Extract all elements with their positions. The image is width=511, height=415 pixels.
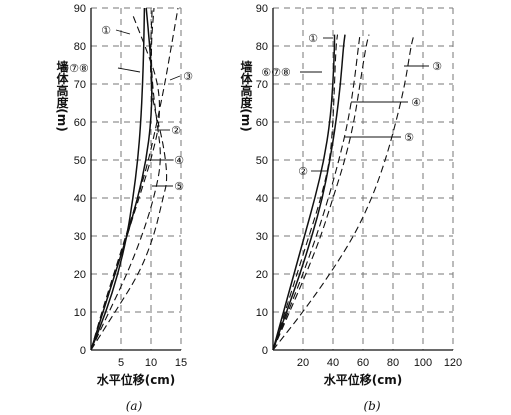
y-tick-label: 20 xyxy=(74,269,86,281)
y-tick-label: 0 xyxy=(80,345,86,357)
series-label: ① xyxy=(308,32,318,45)
y-tick-label: 30 xyxy=(74,231,86,243)
x-tick-label: 120 xyxy=(444,357,462,369)
y-tick-label: 60 xyxy=(74,117,86,129)
series-label: ⑤ xyxy=(404,131,414,144)
series-line xyxy=(272,34,415,351)
series-line xyxy=(90,7,146,351)
y-tick-label: 30 xyxy=(256,231,268,243)
series-line xyxy=(272,34,339,351)
x-axis-label: 水平位移(cm) xyxy=(97,372,176,387)
series-label: ④ xyxy=(411,96,421,109)
series-label: ② xyxy=(171,124,181,137)
series-line xyxy=(90,15,161,351)
y-tick-label: 70 xyxy=(74,79,86,91)
panel-a: 0 10 20 30 40 50 60 70 80 90 5 10 15 墙体高度(m) 水平位移(cm) (… xyxy=(55,3,193,413)
series-line xyxy=(90,7,153,351)
label-leader xyxy=(117,67,141,73)
panel-caption: (b) xyxy=(363,399,380,413)
y-tick-label: 10 xyxy=(256,307,268,319)
y-axis-label: 墙体高度(m) xyxy=(239,59,253,132)
x-tick-label: 100 xyxy=(414,357,432,369)
panel-b: 0 10 20 30 40 50 60 70 80 90 20 40 60 80 100 120 墙体高度(m)… xyxy=(239,3,462,413)
y-tick-label: 20 xyxy=(256,269,268,281)
series-line xyxy=(272,34,370,351)
x-axis-label: 水平位移(cm) xyxy=(324,372,403,387)
y-tick-label: 0 xyxy=(262,345,268,357)
x-tick-label: 10 xyxy=(145,357,157,369)
series-label: ⑥⑦⑧ xyxy=(59,62,89,75)
x-tick-label: 20 xyxy=(297,357,309,369)
y-tick-label: 50 xyxy=(256,155,268,167)
y-tick-label: 10 xyxy=(74,307,86,319)
x-tick-label: 40 xyxy=(327,357,339,369)
x-tick-label: 80 xyxy=(387,357,399,369)
series-line xyxy=(90,7,168,351)
x-tick-label: 5 xyxy=(118,357,124,369)
y-tick-label: 50 xyxy=(74,155,86,167)
y-tick-label: 40 xyxy=(74,193,86,205)
y-tick-label: 80 xyxy=(256,41,268,53)
label-leader xyxy=(115,29,131,35)
series-line xyxy=(90,7,179,351)
x-tick-label: 15 xyxy=(175,357,187,369)
series-label: ③ xyxy=(183,70,193,83)
series-label: ⑤ xyxy=(174,180,184,193)
label-leader xyxy=(169,75,181,81)
panel-caption: (a) xyxy=(126,399,143,413)
y-tick-label: 90 xyxy=(256,3,268,15)
series-label: ③ xyxy=(432,60,442,73)
y-tick-label: 60 xyxy=(256,117,268,129)
series-line xyxy=(272,34,346,351)
x-tick-label: 60 xyxy=(357,357,369,369)
y-tick-label: 80 xyxy=(74,41,86,53)
y-axis-label: 墙体高度(m) xyxy=(55,59,69,132)
series-label: ① xyxy=(101,24,111,37)
y-tick-label: 40 xyxy=(256,193,268,205)
series-line xyxy=(272,34,336,351)
y-tick-label: 70 xyxy=(256,79,268,91)
series-label: ⑥⑦⑧ xyxy=(261,66,291,79)
series-label: ② xyxy=(298,165,308,178)
series-line xyxy=(90,7,161,351)
series-label: ④ xyxy=(174,154,184,167)
y-tick-label: 90 xyxy=(74,3,86,15)
